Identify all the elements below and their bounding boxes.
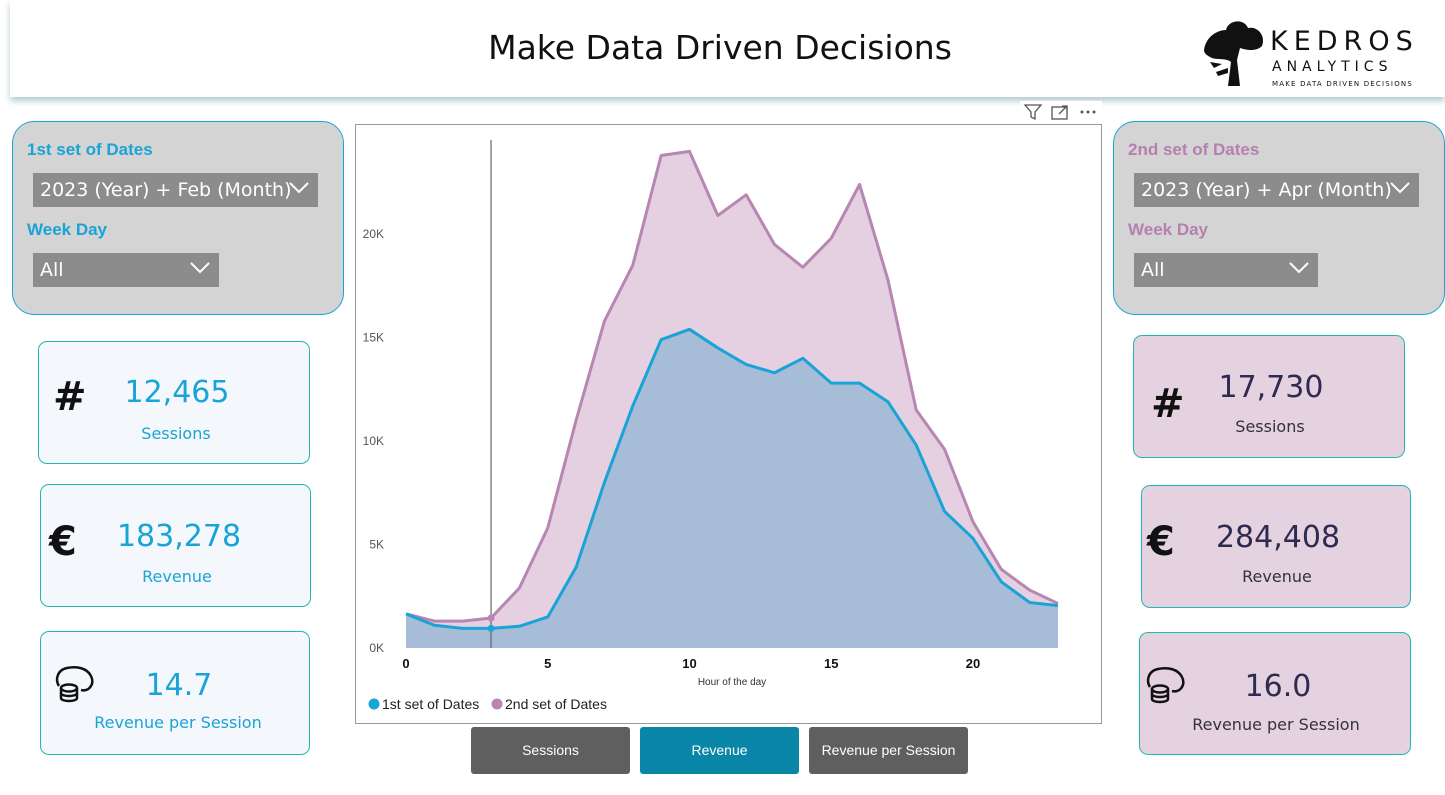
kpi-value: 284,408 [1215,520,1341,555]
metric-button-revenue-per-session[interactable]: Revenue per Session [809,727,968,774]
page-title: Make Data Driven Decisions [488,28,952,67]
chevron-down-icon [289,182,309,194]
left-revenue-per-session-card: 14.7 Revenue per Session [40,631,310,755]
kpi-label: Revenue [142,567,212,586]
chart-toolbar [1020,101,1102,123]
reference-point-1 [487,624,495,632]
right-weekday-dropdown[interactable]: All [1134,253,1318,287]
kpi-value: 183,278 [116,519,242,554]
focus-mode-icon[interactable] [1050,103,1070,121]
right-date-value: 2023 (Year) + Apr (Month) [1141,179,1392,201]
y-tick-label: 20K [363,227,384,241]
right-sessions-card: # 17,730 Sessions [1133,335,1405,458]
x-tick-label: 5 [544,656,551,671]
series-line-1 [405,327,1059,630]
filter-icon[interactable] [1023,103,1043,121]
legend-marker-2 [491,698,503,710]
metric-button-revenue[interactable]: Revenue [640,727,799,774]
x-tick-label: 20 [966,656,980,671]
coins-hand-icon [1146,667,1185,704]
logo-tagline: MAKE DATA DRIVEN DECISIONS [1272,80,1413,88]
left-weekday-label: Week Day [27,220,108,239]
chevron-down-icon [1289,262,1309,274]
metric-button-sessions[interactable]: Sessions [471,727,630,774]
kpi-value: 16.0 [1244,669,1312,704]
left-date-dropdown[interactable]: 2023 (Year) + Feb (Month) [33,173,318,207]
hash-icon: # [53,374,87,420]
legend-marker-1 [368,698,380,710]
more-options-icon[interactable] [1078,103,1098,121]
tree-icon [1204,21,1264,86]
left-filter-panel: 1st set of Dates 2023 (Year) + Feb (Mont… [12,121,344,315]
left-sessions-card: # 12,465 Sessions [38,341,310,464]
left-weekday-value: All [40,259,64,281]
x-tick-label: 0 [402,656,409,671]
kpi-label: Revenue per Session [94,713,262,732]
kpi-value: 14.7 [145,668,213,703]
right-set-label: 2nd set of Dates [1128,140,1260,159]
kpi-label: Revenue [1242,567,1312,586]
hash-icon: # [1151,381,1185,427]
legend-label-2: 2nd set of Dates [505,696,607,712]
right-weekday-value: All [1141,259,1165,281]
kedros-logo: KEDROS ANALYTICS MAKE DATA DRIVEN DECISI… [1200,16,1430,91]
area-chart: 0K 5K 10K 15K 20K 0 5 10 15 20 Hour of the day 1st … [363,140,1059,712]
euro-icon: € [49,519,77,565]
left-weekday-dropdown[interactable]: All [33,253,219,287]
right-revenue-per-session-card: 16.0 Revenue per Session [1139,632,1411,755]
left-revenue-card: € 183,278 Revenue [40,484,311,607]
y-tick-label: 10K [363,434,384,448]
coins-hand-icon [55,666,94,703]
kpi-value: 17,730 [1218,370,1324,405]
left-set-label: 1st set of Dates [27,140,153,159]
y-tick-label: 0K [369,641,384,655]
right-filter-panel: 2nd set of Dates 2023 (Year) + Apr (Mont… [1113,121,1445,315]
kpi-label: Sessions [1235,417,1305,436]
hourly-chart: 0K 5K 10K 15K 20K 0 5 10 15 20 Hour of the day 1st … [355,124,1102,724]
right-weekday-label: Week Day [1128,220,1209,239]
x-tick-label: 10 [682,656,696,671]
logo-subtitle: ANALYTICS [1272,59,1393,75]
kpi-label: Revenue per Session [1192,715,1360,734]
reference-point-2 [487,614,495,622]
y-tick-label: 15K [363,331,384,345]
logo-name: KEDROS [1270,26,1419,57]
right-revenue-card: € 284,408 Revenue [1141,485,1411,608]
kpi-label: Sessions [141,424,211,443]
euro-icon: € [1147,519,1175,565]
series-line-2 [405,149,1059,623]
left-date-value: 2023 (Year) + Feb (Month) [40,179,292,201]
y-tick-label: 5K [369,538,384,552]
chevron-down-icon [1390,182,1410,194]
x-tick-label: 15 [824,656,838,671]
x-axis-label: Hour of the day [698,677,766,688]
series-area-1 [406,329,1058,648]
kpi-value: 12,465 [124,375,230,410]
chevron-down-icon [190,262,210,274]
right-date-dropdown[interactable]: 2023 (Year) + Apr (Month) [1134,173,1419,207]
legend-label-1: 1st set of Dates [382,696,479,712]
